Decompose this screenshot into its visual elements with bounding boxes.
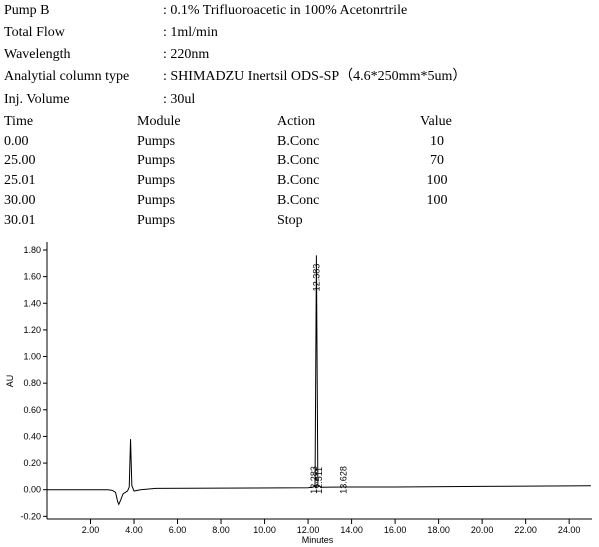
- y-tick-label: 1.00: [23, 352, 41, 362]
- table-cell: B.Conc: [277, 193, 319, 208]
- table-cell: Pumps: [137, 173, 175, 188]
- table-cell: Pumps: [137, 193, 175, 208]
- table-cell: B.Conc: [277, 134, 319, 149]
- table-header: Value: [420, 114, 452, 129]
- param-value: : 220nm: [163, 47, 209, 62]
- param-label: Analytial column type: [4, 69, 129, 84]
- x-tick-label: 4.00: [125, 525, 143, 535]
- peak-label: 12.383: [311, 264, 321, 292]
- x-tick-label: 18.00: [427, 525, 450, 535]
- peak-label: 12.283: [309, 466, 319, 494]
- y-axis-label: AU: [5, 375, 15, 388]
- peak-label: 12.511: [314, 467, 324, 494]
- x-tick-label: 2.00: [82, 525, 100, 535]
- y-tick-label: 0.00: [23, 485, 41, 495]
- table-cell: 30.01: [4, 213, 36, 228]
- x-tick-label: 16.00: [384, 525, 407, 535]
- param-value: : 0.1% Trifluoroacetic in 100% Acetonrtr…: [163, 3, 407, 18]
- y-tick-label: 0.60: [23, 405, 41, 415]
- param-value: : 30ul: [163, 92, 195, 107]
- table-cell: 70: [430, 153, 444, 168]
- param-label: Total Flow: [4, 25, 66, 40]
- y-tick-label: 1.40: [23, 298, 41, 308]
- table-header: Action: [277, 114, 315, 129]
- y-tick-label: 0.80: [23, 378, 41, 388]
- x-tick-label: 6.00: [169, 525, 187, 535]
- x-tick-label: 22.00: [514, 525, 537, 535]
- table-cell: 25.00: [4, 153, 36, 168]
- table-header: Module: [137, 114, 181, 129]
- table-cell: 100: [427, 173, 448, 188]
- table-cell: 10: [430, 134, 444, 149]
- x-tick-label: 10.00: [253, 525, 276, 535]
- table-cell: B.Conc: [277, 173, 319, 188]
- table-cell: Pumps: [137, 213, 175, 228]
- x-tick-label: 8.00: [212, 525, 230, 535]
- param-label: Pump B: [4, 3, 50, 18]
- y-tick-label: 1.80: [23, 245, 41, 255]
- y-tick-label: 0.40: [23, 431, 41, 441]
- table-header: Time: [4, 114, 33, 129]
- x-tick-label: 14.00: [340, 525, 363, 535]
- param-label: Inj. Volume: [4, 92, 70, 107]
- param-value: : 1ml/min: [163, 25, 218, 40]
- peak-label: 13.628: [338, 466, 348, 494]
- x-tick-label: 20.00: [471, 525, 494, 535]
- table-cell: 100: [427, 193, 448, 208]
- y-tick-label: 1.60: [23, 272, 41, 282]
- y-tick-label: -0.20: [20, 511, 41, 521]
- param-label: Wavelength: [4, 47, 71, 62]
- table-cell: B.Conc: [277, 153, 319, 168]
- table-cell: Stop: [277, 213, 303, 228]
- table-cell: Pumps: [137, 134, 175, 149]
- x-tick-label: 12.00: [297, 525, 320, 535]
- y-tick-label: 0.20: [23, 458, 41, 468]
- table-cell: 0.00: [4, 134, 29, 149]
- table-cell: 25.01: [4, 173, 36, 188]
- trace: [47, 255, 591, 506]
- table-cell: Pumps: [137, 153, 175, 168]
- table-cell: 30.00: [4, 193, 36, 208]
- y-tick-label: 1.20: [23, 325, 41, 335]
- x-tick-label: 24.00: [558, 525, 581, 535]
- param-value: : SHIMADZU Inertsil ODS-SP（4.6*250mm*5um…: [163, 68, 466, 84]
- x-axis-label: Minutes: [302, 535, 334, 545]
